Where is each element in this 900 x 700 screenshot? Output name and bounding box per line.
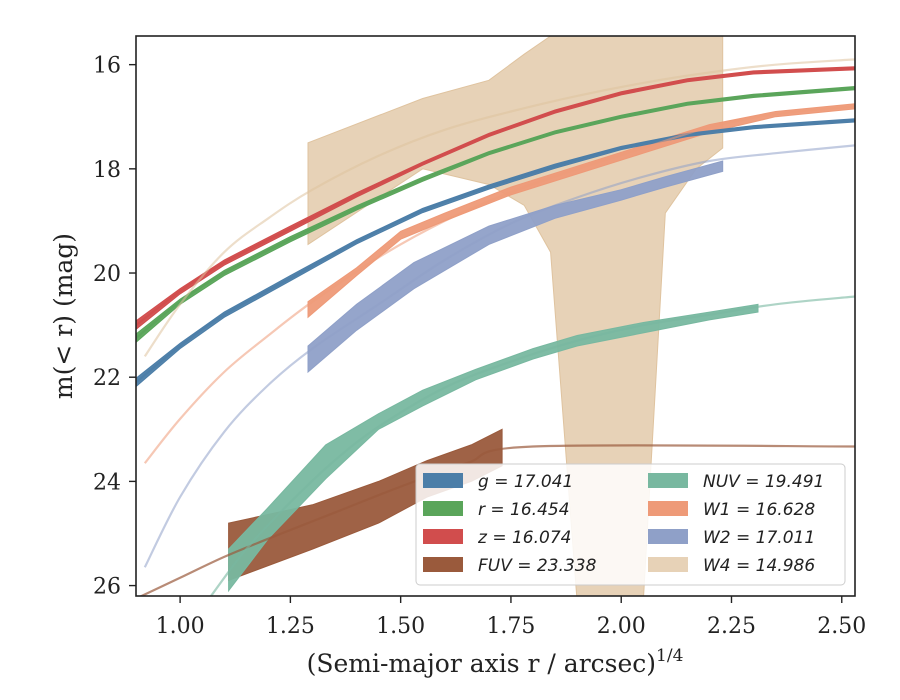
y-tick-label: 20 xyxy=(93,262,121,287)
x-tick-label: 1.75 xyxy=(486,614,535,639)
y-tick-label: 18 xyxy=(93,158,121,183)
legend: g = 17.041 r = 16.454 z = 16.074 FUV = 23.3… xyxy=(415,463,846,586)
curve-nuv xyxy=(210,295,855,596)
y-tick-label: 22 xyxy=(93,366,121,391)
legend-label-fuv: FUV = 23.338 xyxy=(478,556,597,576)
curve-r xyxy=(136,87,855,339)
band-w4 xyxy=(307,36,724,596)
legend-label-nuv: NUV = 19.491 xyxy=(703,472,824,492)
legend-swatch-w4 xyxy=(648,557,688,572)
band-nuv xyxy=(228,303,759,593)
legend-swatch-z xyxy=(423,529,463,544)
model-curves xyxy=(136,58,855,596)
legend-swatch-w2 xyxy=(648,529,688,544)
svg-text:(Semi-major axis r / arcsec)1/: (Semi-major axis r / arcsec)1/4 xyxy=(307,646,684,678)
legend-label-w1: W1 = 16.628 xyxy=(703,500,815,520)
x-axis-ticks: 1.00 1.25 1.50 1.75 2.00 2.25 2.50 xyxy=(156,596,866,639)
y-tick-label: 16 xyxy=(93,54,121,79)
y-axis-label: m(< r) (mag) xyxy=(49,233,78,399)
legend-label-w4: W4 = 14.986 xyxy=(703,556,815,576)
x-tick-label: 2.25 xyxy=(707,614,756,639)
y-axis-ticks: 16 18 20 22 24 26 xyxy=(93,54,136,600)
y-tick-label: 24 xyxy=(93,470,121,495)
curve-g xyxy=(136,119,855,384)
legend-label-z: z = 16.074 xyxy=(477,528,571,548)
legend-label-g: g = 17.041 xyxy=(478,472,573,492)
band-g xyxy=(136,118,855,388)
y-tick-label: 26 xyxy=(93,575,121,600)
curve-fuv xyxy=(138,444,855,596)
band-w1 xyxy=(307,103,855,319)
x-tick-label: 2.00 xyxy=(597,614,646,639)
legend-swatch-w1 xyxy=(648,501,688,516)
band-z xyxy=(136,66,855,330)
legend-label-r: r = 16.454 xyxy=(478,500,570,520)
band-r xyxy=(136,85,855,343)
legend-swatch-r xyxy=(423,501,463,516)
legend-box xyxy=(415,463,846,586)
x-axis-label-text: (Semi-major axis r / arcsec) xyxy=(307,649,656,678)
band-w2 xyxy=(307,160,724,374)
plot-frame xyxy=(135,35,856,597)
curve-w4 xyxy=(143,58,855,358)
legend-label-w2: W2 = 17.011 xyxy=(703,528,815,548)
x-axis-label-exponent: 1/4 xyxy=(656,646,683,666)
x-tick-label: 1.00 xyxy=(156,614,205,639)
legend-swatch-nuv xyxy=(648,473,688,488)
curve-z xyxy=(136,67,855,326)
curve-w1 xyxy=(143,105,855,464)
curve-w2 xyxy=(143,144,855,568)
x-tick-label: 1.25 xyxy=(266,614,315,639)
legend-swatch-fuv xyxy=(423,557,463,572)
x-axis-label: (Semi-major axis r / arcsec)1/4 xyxy=(307,646,684,678)
x-tick-label: 1.50 xyxy=(376,614,425,639)
x-tick-label: 2.50 xyxy=(817,614,866,639)
legend-swatch-g xyxy=(423,473,463,488)
